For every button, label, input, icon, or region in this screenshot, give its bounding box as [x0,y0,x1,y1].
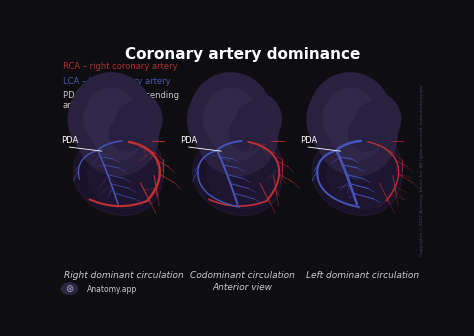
Polygon shape [192,129,283,215]
Text: ⊛: ⊛ [65,284,73,294]
Text: PDA: PDA [61,136,78,145]
Text: LCA – left coronary artery: LCA – left coronary artery [63,77,171,86]
Text: Coronary artery dominance: Coronary artery dominance [125,47,361,62]
Polygon shape [206,138,278,210]
Text: Copyrights © 2022 Anatomy Travel, Inc. All rights reserved. www.anatomy.app: Copyrights © 2022 Anatomy Travel, Inc. A… [419,84,424,256]
Polygon shape [73,129,163,215]
Text: Codominant circulation: Codominant circulation [191,270,295,280]
Text: RCA – right coronary artery: RCA – right coronary artery [63,62,178,71]
Text: Left dominant circulation: Left dominant circulation [306,270,419,280]
Polygon shape [87,138,158,210]
Polygon shape [326,138,397,210]
Circle shape [62,283,78,294]
Text: Right dominant circulation: Right dominant circulation [64,270,183,280]
Text: Anatomy.app: Anatomy.app [87,285,137,294]
Text: PDA – posterior descending
artery: PDA – posterior descending artery [63,91,179,110]
Text: PDA: PDA [181,136,198,145]
Polygon shape [312,129,402,215]
Text: Anterior view: Anterior view [213,283,273,292]
Text: PDA: PDA [300,136,317,145]
